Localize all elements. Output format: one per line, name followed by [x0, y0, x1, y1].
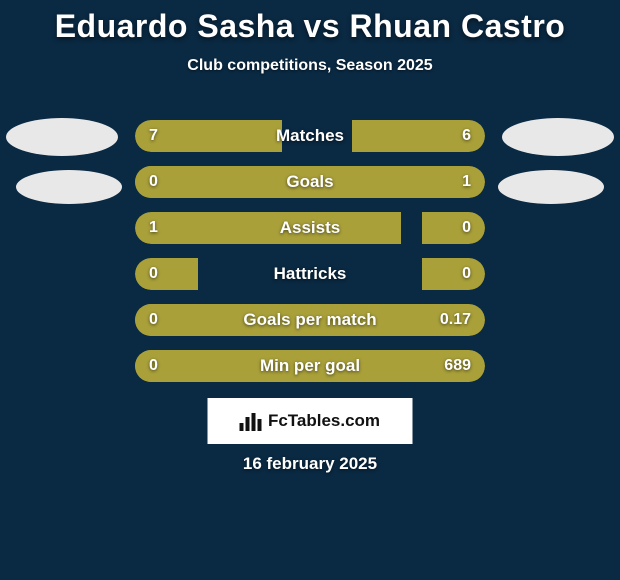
stat-label: Min per goal [135, 350, 485, 382]
player1-name: Eduardo Sasha [55, 8, 294, 44]
stat-label: Goals [135, 166, 485, 198]
player2-club-badge-2 [498, 170, 604, 204]
player2-club-badge-1 [502, 118, 614, 156]
logo-text: FcTables.com [268, 411, 380, 431]
subtitle: Club competitions, Season 2025 [0, 57, 620, 75]
stat-bar: 0689Min per goal [135, 350, 485, 382]
stat-bar: 00.17Goals per match [135, 304, 485, 336]
player1-club-badge-1 [6, 118, 118, 156]
stat-bar: 10Assists [135, 212, 485, 244]
snapshot-date: 16 february 2025 [0, 454, 620, 474]
player1-club-badge-2 [16, 170, 122, 204]
stat-label: Assists [135, 212, 485, 244]
site-logo: FcTables.com [208, 398, 413, 444]
player2-name: Rhuan Castro [350, 8, 566, 44]
stat-label: Matches [135, 120, 485, 152]
stat-bar: 76Matches [135, 120, 485, 152]
stat-bar: 00Hattricks [135, 258, 485, 290]
comparison-bars: 76Matches 01Goals 10Assists 00Hattricks 00.1… [135, 120, 485, 396]
stat-label: Goals per match [135, 304, 485, 336]
chart-icon [240, 411, 262, 431]
stat-bar: 01Goals [135, 166, 485, 198]
comparison-title: Eduardo Sasha vs Rhuan Castro [0, 0, 620, 45]
stat-label: Hattricks [135, 258, 485, 290]
vs-label: vs [304, 8, 341, 44]
